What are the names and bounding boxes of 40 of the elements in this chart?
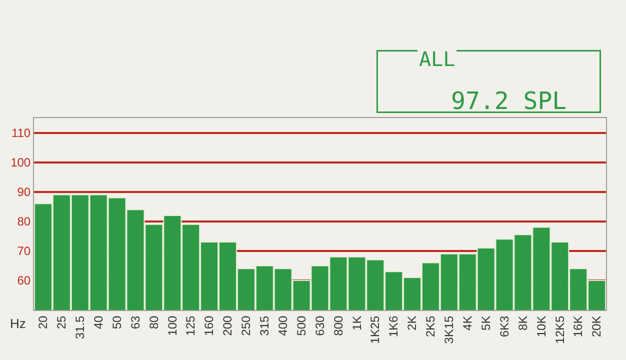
text: ALL [419,47,456,71]
x-tick-label: 2K5 [424,315,438,338]
x-tick-label: 50 [110,315,124,330]
x-tick-label: 400 [276,315,290,336]
x-tick-label: 31.5 [73,315,88,340]
x-tick-label: 5K [478,316,493,330]
text: 97.2 SPL [451,87,567,115]
x-tick-label: 315 [258,315,272,336]
y-tick-label: 110 [11,126,31,140]
x-tick-label: 12K5 [552,315,567,344]
x-tick-label: 6K3 [497,315,512,338]
x-tick-label: 125 [184,315,198,336]
y-tick-label: 90 [17,185,31,200]
x-tick-label: 20 [36,315,50,330]
y-tick-label: 80 [17,214,31,229]
x-tick-label: 63 [128,315,142,330]
x-tick-label: 500 [294,315,308,336]
x-tick-label: 2K [405,316,420,330]
x-tick-label: 10K [534,316,548,338]
x-tick-label: 160 [202,315,216,336]
y-tick-label: 60 [17,274,31,288]
x-tick-label: 40 [91,315,106,330]
x-tick-label: 200 [220,315,235,336]
x-tick-label: 1K [350,316,364,330]
x-tick-label: 800 [331,315,346,336]
x-tick-label: 20K [590,316,604,338]
x-tick-label: 250 [239,315,254,336]
x-tick-label: 1K6 [386,315,401,338]
y-tick-label: 100 [10,156,31,170]
x-tick-label: 630 [312,315,327,336]
x-tick-label: 16K [571,316,586,338]
x-tick-label: 1K25 [368,315,382,344]
x-tick-label: 3K15 [442,315,456,344]
x-tick-label: 100 [165,315,180,336]
x-tick-label: 80 [146,315,161,330]
x-axis-title: Hz [10,316,26,331]
x-tick-label: 25 [54,315,69,330]
x-tick-label: 4K [460,316,475,330]
x-tick-label: 8K [516,316,530,330]
y-tick-label: 70 [17,244,31,258]
